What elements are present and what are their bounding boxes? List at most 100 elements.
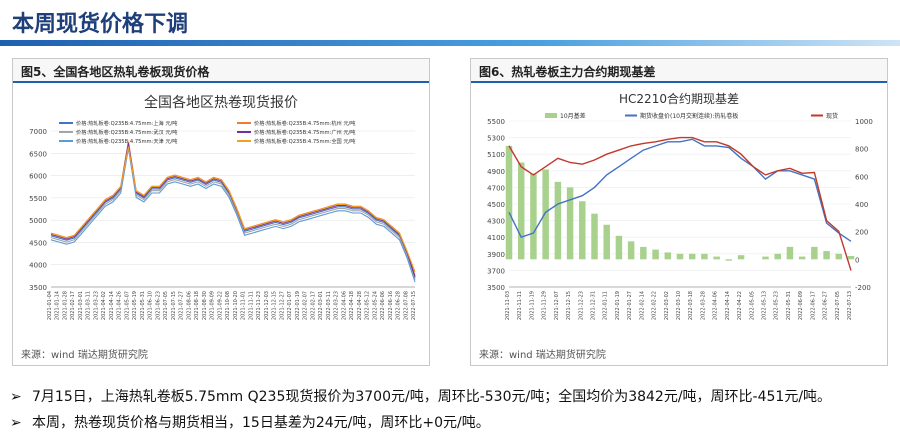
legend-label: 价格:热轧板卷:Q235B:4.75mm:武汉 元/吨 bbox=[76, 128, 177, 136]
x-tick-label: 2021-03-01 bbox=[78, 291, 84, 320]
y-right-tick-label: 1000 bbox=[855, 118, 873, 126]
x-tick-label: 2022-03-02 bbox=[664, 291, 670, 320]
x-tick-label: 2022-05-13 bbox=[762, 291, 768, 320]
y-left-tick-label: 3900 bbox=[487, 251, 505, 259]
spot-price-line-chart: 全国各地区热卷现货报价 3500 4000 4500 5000 5500 6000 6500 7… bbox=[29, 94, 417, 320]
legend-label: 价格:热轧板卷:Q235B:4.75mm:广州 元/吨 bbox=[254, 128, 355, 136]
x-tick-label: 2022-03-23 bbox=[334, 291, 340, 320]
basis-bar bbox=[737, 255, 745, 260]
x-tick-label: 2021-11-11 bbox=[517, 291, 523, 320]
right-source: 来源：wind 瑞达期货研究院 bbox=[479, 350, 606, 361]
y-left-tick-label: 4300 bbox=[487, 218, 505, 226]
arrow-bullet-icon: ➢ bbox=[10, 415, 22, 431]
y-left-tick-label: 4900 bbox=[487, 168, 505, 176]
x-tick-label: 2021-01-14 bbox=[55, 291, 61, 320]
y-right-tick-label: -200 bbox=[855, 284, 871, 292]
x-tick-label: 2021-07-27 bbox=[179, 291, 185, 320]
x-tick-label: 2022-05-31 bbox=[786, 291, 792, 320]
x-tick-label: 2022-07-15 bbox=[411, 291, 417, 320]
basis-bar bbox=[847, 256, 855, 260]
x-tick-label: 2022-01-27 bbox=[627, 291, 633, 320]
y-left-tick-label: 5500 bbox=[487, 118, 505, 126]
x-tick-label: 2022-04-28 bbox=[357, 291, 363, 320]
basis-bar bbox=[603, 224, 610, 260]
y-right-tick-label: 200 bbox=[855, 229, 868, 237]
x-tick-label: 2021-04-26 bbox=[117, 291, 123, 320]
x-tick-label: 2022-05-12 bbox=[365, 291, 371, 320]
x-tick-label: 2021-02-17 bbox=[70, 291, 76, 320]
x-tick-label: 2021-12-23 bbox=[578, 291, 584, 320]
x-tick-label: 2021-01-04 bbox=[47, 291, 53, 320]
x-tick-label: 2022-05-24 bbox=[372, 291, 378, 320]
basis-bar bbox=[762, 256, 769, 260]
x-tick-label: 2021-10-08 bbox=[225, 291, 231, 320]
x-tick-label: 2021-10-20 bbox=[233, 291, 239, 320]
legend-label: 价格:热轧板卷:Q235B:4.75mm:杭州 元/吨 bbox=[254, 119, 355, 127]
basis-bar bbox=[774, 253, 781, 260]
series-line bbox=[50, 146, 416, 272]
x-tick-label: 2022-07-05 bbox=[835, 291, 841, 320]
basis-bar bbox=[676, 253, 684, 260]
y-right-tick-label: 800 bbox=[855, 146, 868, 154]
x-tick-label: 2022-01-19 bbox=[615, 291, 621, 320]
basis-bar bbox=[835, 253, 843, 260]
left-panel-heading: 图5、全国各地区热轧卷板现货价格 bbox=[13, 59, 429, 83]
x-tick-label: 2021-03-11 bbox=[86, 291, 92, 320]
x-tick-label: 2022-03-18 bbox=[688, 291, 694, 320]
x-tick-label: 2021-08-18 bbox=[194, 291, 200, 320]
legend-label: 10月基差 bbox=[560, 112, 586, 120]
x-tick-label: 2021-04-14 bbox=[109, 291, 115, 320]
chart-title: HC2210合约期现基差 bbox=[619, 91, 739, 106]
y-tick-label: 7000 bbox=[29, 128, 47, 136]
x-tick-label: 2022-04-18 bbox=[349, 291, 355, 320]
x-tick-label: 2021-11-03 bbox=[505, 291, 511, 320]
x-tick-label: 2022-03-28 bbox=[700, 291, 706, 320]
y-tick-label: 6500 bbox=[29, 150, 47, 158]
x-tick-label: 2021-01-28 bbox=[62, 291, 68, 320]
y-right-tick-label: 400 bbox=[855, 201, 868, 209]
x-tick-label: 2021-12-15 bbox=[272, 291, 278, 320]
x-tick-label: 2021-05-19 bbox=[132, 291, 138, 320]
basis-bar bbox=[554, 181, 562, 260]
x-tick-label: 2021-11-29 bbox=[542, 291, 548, 320]
x-tick-label: 2021-12-27 bbox=[279, 291, 285, 320]
basis-bar bbox=[566, 187, 574, 260]
y-left-tick-label: 3500 bbox=[487, 284, 505, 292]
x-tick-label: 2022-01-19 bbox=[295, 291, 301, 320]
basis-bar bbox=[664, 252, 672, 260]
left-source: 来源：wind 瑞达期货研究院 bbox=[21, 350, 148, 361]
summary-bullets: ➢ 7月15日，上海热轧卷板5.75mm Q235现货报价为3700元/吨，周环… bbox=[10, 384, 831, 436]
bullet-item: ➢ 本周，热卷现货价格与期货相当，15日基差为24元/吨，周环比+0元/吨。 bbox=[10, 410, 831, 436]
x-tick-label: 2021-07-05 bbox=[163, 291, 169, 320]
legend-label: 价格:热轧板卷:Q235B:4.75mm:全国 元/吨 bbox=[254, 137, 355, 145]
x-tick-label: 2021-09-22 bbox=[217, 291, 223, 320]
y-tick-label: 3500 bbox=[29, 284, 47, 292]
x-tick-label: 2022-06-17 bbox=[810, 291, 816, 320]
futures-line bbox=[508, 138, 852, 242]
basis-bar bbox=[579, 201, 586, 260]
basis-bar bbox=[542, 169, 549, 260]
x-tick-label: 2022-07-08 bbox=[403, 291, 409, 320]
basis-bar bbox=[786, 246, 794, 260]
right-panel-heading: 图6、热轧卷板主力合约期现基差 bbox=[471, 59, 887, 83]
spot-line bbox=[508, 136, 852, 271]
x-tick-label: 2022-06-27 bbox=[823, 291, 829, 320]
basis-bar bbox=[713, 256, 720, 260]
x-tick-label: 2021-06-10 bbox=[148, 291, 154, 320]
basis-bar bbox=[688, 253, 696, 260]
x-tick-label: 2022-06-28 bbox=[396, 291, 402, 320]
arrow-bullet-icon: ➢ bbox=[10, 389, 22, 405]
x-tick-label: 2021-03-23 bbox=[93, 291, 99, 320]
bullet-text: 本周，热卷现货价格与期货相当，15日基差为24元/吨，周环比+0元/吨。 bbox=[32, 415, 490, 431]
x-tick-label: 2021-12-03 bbox=[264, 291, 270, 320]
basis-bar bbox=[627, 241, 635, 260]
legend-label: 期货收盘价(10月交割连续):热轧卷板 bbox=[640, 112, 738, 120]
basis-bar bbox=[652, 249, 659, 260]
x-tick-label: 2022-02-14 bbox=[639, 291, 645, 320]
y-left-tick-label: 4500 bbox=[487, 201, 505, 209]
x-tick-label: 2021-12-31 bbox=[591, 291, 597, 320]
y-tick-label: 5500 bbox=[29, 195, 47, 203]
x-tick-label: 2021-11-11 bbox=[248, 291, 254, 320]
x-tick-label: 2021-05-31 bbox=[140, 291, 146, 320]
bullet-text: 7月15日，上海热轧卷板5.75mm Q235现货报价为3700元/吨，周环比-… bbox=[32, 389, 832, 405]
